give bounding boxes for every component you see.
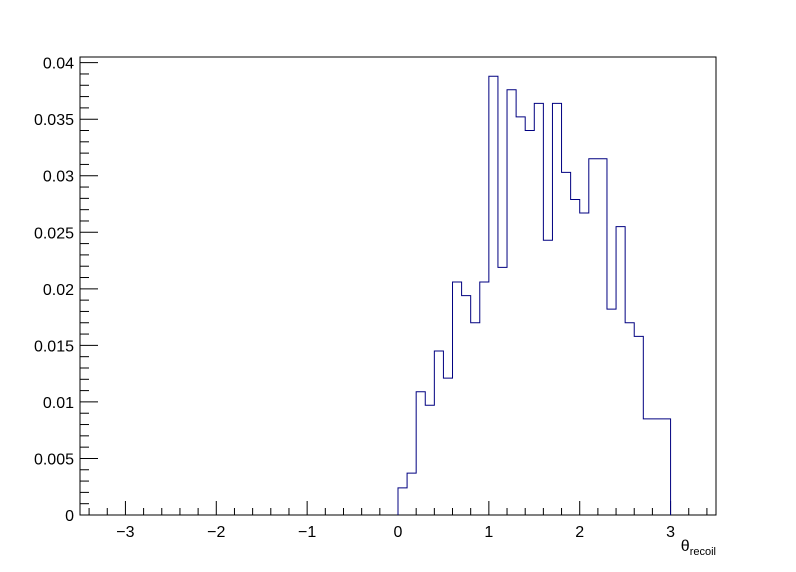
histogram-bin bbox=[416, 392, 425, 515]
histogram-bin bbox=[443, 378, 452, 515]
histogram-bin bbox=[616, 227, 625, 515]
histogram-bins bbox=[398, 76, 671, 515]
histogram-bin bbox=[562, 172, 571, 515]
histogram-bin bbox=[607, 309, 616, 515]
histogram-bin bbox=[507, 90, 516, 515]
histogram-bin bbox=[425, 405, 434, 515]
histogram-bin bbox=[571, 199, 580, 515]
x-tick-label: −3 bbox=[116, 524, 134, 541]
y-tick-label: 0.015 bbox=[34, 338, 74, 355]
histogram-bin bbox=[398, 488, 407, 515]
y-tick-label: 0.025 bbox=[34, 225, 74, 242]
y-tick-label: 0.03 bbox=[43, 169, 74, 186]
histogram-bin bbox=[471, 323, 480, 515]
histogram-bin bbox=[589, 159, 607, 515]
x-tick-label: 0 bbox=[394, 524, 403, 541]
y-tick-label: 0.02 bbox=[43, 282, 74, 299]
histogram-outline bbox=[397, 75, 672, 515]
histogram-bin bbox=[634, 336, 643, 515]
histogram-bin bbox=[407, 473, 416, 515]
histogram-bin bbox=[489, 76, 498, 515]
x-axis-title-subscript: recoil bbox=[690, 546, 716, 558]
histogram-bin bbox=[625, 323, 634, 515]
histogram-bin bbox=[480, 282, 489, 515]
x-tick-label: 2 bbox=[575, 524, 584, 541]
x-axis-tick-labels: −3 −2 −1 0 1 2 3 bbox=[116, 524, 675, 541]
histogram-bin bbox=[580, 213, 589, 515]
histogram-bin bbox=[525, 131, 534, 515]
y-tick-label: 0.005 bbox=[34, 451, 74, 468]
y-axis-ticks bbox=[80, 62, 98, 516]
y-tick-label: 0.01 bbox=[43, 395, 74, 412]
histogram-bin bbox=[434, 351, 443, 515]
y-tick-label: 0 bbox=[65, 508, 74, 525]
y-tick-label: 0.035 bbox=[34, 112, 74, 129]
histogram-bin bbox=[543, 240, 552, 515]
histogram-bin bbox=[498, 267, 507, 515]
y-axis-tick-labels: 0 0.005 0.01 0.015 0.02 0.025 0.03 0.035 0.04 bbox=[34, 56, 74, 525]
histogram-bin bbox=[643, 419, 670, 515]
x-tick-label: −1 bbox=[298, 524, 316, 541]
histogram-bin bbox=[453, 282, 462, 515]
histogram-bin bbox=[462, 296, 471, 515]
x-tick-label: 3 bbox=[666, 524, 675, 541]
histogram-bin bbox=[534, 103, 543, 515]
x-axis-title-symbol: θ bbox=[681, 538, 690, 555]
histogram-bin bbox=[552, 103, 561, 515]
histogram-bin bbox=[516, 117, 525, 515]
plot-frame bbox=[79, 56, 717, 516]
x-tick-label: −2 bbox=[207, 524, 225, 541]
x-tick-label: 1 bbox=[484, 524, 493, 541]
y-tick-label: 0.04 bbox=[43, 56, 74, 73]
x-axis-title: θrecoil bbox=[681, 538, 716, 558]
